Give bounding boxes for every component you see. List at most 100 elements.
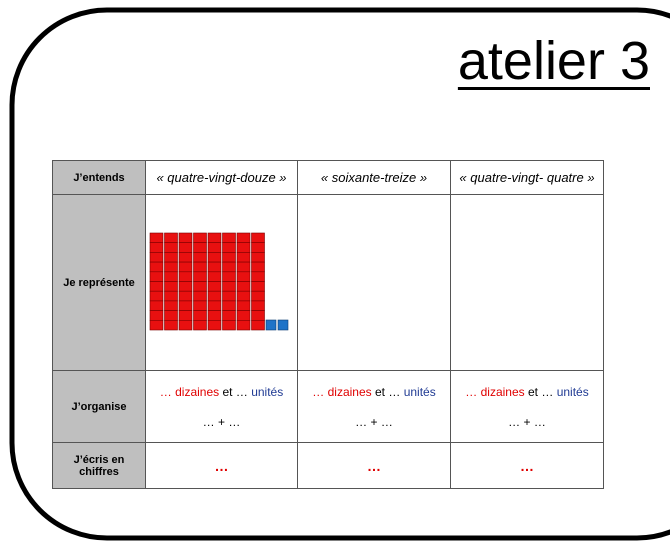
unit-cube	[277, 319, 288, 331]
ten-rod-cube	[221, 271, 236, 282]
ten-rod-cube	[192, 242, 207, 253]
tens-text: … dizaines	[159, 384, 220, 399]
ten-rod-cube	[236, 271, 250, 282]
row: J’écris en chiffres … … …	[52, 442, 604, 489]
ten-rod-cube	[207, 290, 221, 302]
ten-rod-cube	[236, 290, 250, 302]
cell	[145, 194, 298, 371]
ten-rod-cube	[250, 320, 265, 331]
ten-rod-cube	[250, 281, 265, 292]
ten-rod-cube	[149, 242, 163, 253]
ten-rod-cube	[250, 300, 265, 311]
cell: …	[450, 442, 604, 489]
ten-rod-cube	[192, 281, 207, 292]
ten-rod-cube	[149, 252, 163, 263]
ten-rod-cube	[149, 290, 163, 302]
ten-rod-cube	[221, 320, 236, 331]
ten-rod-cube	[178, 281, 192, 292]
ten-rod-cube	[163, 300, 178, 311]
cell-line: … dizaines et … unités	[146, 377, 297, 407]
ten-rod-cube	[236, 300, 250, 311]
row-label: Je représente	[52, 194, 146, 371]
sum-text: … + …	[202, 414, 241, 429]
ten-rod-cube	[207, 261, 221, 273]
ten-rod-cube	[163, 281, 178, 292]
ten-rod-cube	[192, 310, 207, 321]
ten-rod-cube	[192, 290, 207, 302]
connector-text: et …	[375, 384, 401, 399]
ten-rod-cube	[149, 310, 163, 321]
ten-rod-cube	[236, 310, 250, 321]
cell: « quatre-vingt-douze »	[145, 160, 298, 195]
ten-rod-cube	[192, 261, 207, 273]
base-ten-blocks	[149, 232, 288, 331]
ten-rod-cube	[178, 252, 192, 263]
ten-rod-cube	[207, 281, 221, 292]
ten-rod-cube	[178, 232, 192, 243]
ten-rod-cube	[207, 320, 221, 331]
cell	[297, 194, 451, 371]
ten-rod-cube	[149, 281, 163, 292]
ten-rod-cube	[250, 271, 265, 282]
ten-rod-cube	[207, 310, 221, 321]
ten-rod-cube	[236, 242, 250, 253]
cell: « soixante-treize »	[297, 160, 451, 195]
ten-rod-cube	[149, 232, 163, 243]
ten-rod-cube	[236, 281, 250, 292]
unit-cube	[265, 319, 276, 331]
tens-text: … dizaines	[465, 384, 525, 399]
cell-line: … dizaines et … unités	[451, 377, 603, 407]
row: J’entends « quatre-vingt-douze » « soixa…	[52, 160, 604, 195]
row: J’organise … dizaines et … unités … + … … …	[52, 370, 604, 443]
sum-text: … + …	[508, 414, 546, 429]
row-label: J’organise	[52, 370, 146, 443]
ten-rod-cube	[192, 320, 207, 331]
connector-text: et …	[528, 384, 554, 399]
ten-rod-cube	[236, 320, 250, 331]
ten-rod-cube	[207, 300, 221, 311]
units-text: unités	[251, 384, 284, 399]
ten-rod-cube	[163, 242, 178, 253]
ten-rod-cube	[207, 252, 221, 263]
ten-rod-cube	[178, 242, 192, 253]
cell: … dizaines et … unités … + …	[297, 370, 451, 443]
ten-rod-cube	[236, 261, 250, 273]
ten-rod-cube	[236, 232, 250, 243]
tens-text: … dizaines	[312, 384, 372, 399]
ten-rod-cube	[163, 320, 178, 331]
ten-rod-cube	[221, 252, 236, 263]
ten-rod-cube	[149, 320, 163, 331]
ten-rod-cube	[250, 232, 265, 243]
ten-rod-cube	[163, 271, 178, 282]
ten-rod-cube	[207, 271, 221, 282]
ten-rod-cube	[250, 242, 265, 253]
cell	[450, 194, 604, 371]
rounded-border	[9, 7, 670, 541]
cell: …	[297, 442, 451, 489]
ten-rod-cube	[178, 261, 192, 273]
ten-rod-cube	[149, 271, 163, 282]
ten-rod-cube	[221, 290, 236, 302]
units-text: unités	[403, 384, 436, 399]
ten-rod-cube	[207, 232, 221, 243]
units-text: unités	[556, 384, 589, 399]
ten-rod-cube	[207, 242, 221, 253]
ten-rod-cube	[163, 232, 178, 243]
ten-rod-cube	[250, 252, 265, 263]
ten-rod-cube	[192, 300, 207, 311]
row: Je représente	[52, 194, 604, 371]
ten-rod-cube	[221, 242, 236, 253]
row-label: J’entends	[52, 160, 146, 195]
connector-text: et …	[222, 384, 248, 399]
ten-rod-cube	[178, 320, 192, 331]
ten-rod-cube	[192, 252, 207, 263]
ten-rod-cube	[250, 261, 265, 273]
cell: … dizaines et … unités … + …	[450, 370, 604, 443]
ten-rod-cube	[221, 300, 236, 311]
ten-rod-cube	[250, 310, 265, 321]
row-label: J’écris en chiffres	[52, 442, 146, 489]
ten-rod-cube	[192, 232, 207, 243]
ten-rod-cube	[221, 261, 236, 273]
